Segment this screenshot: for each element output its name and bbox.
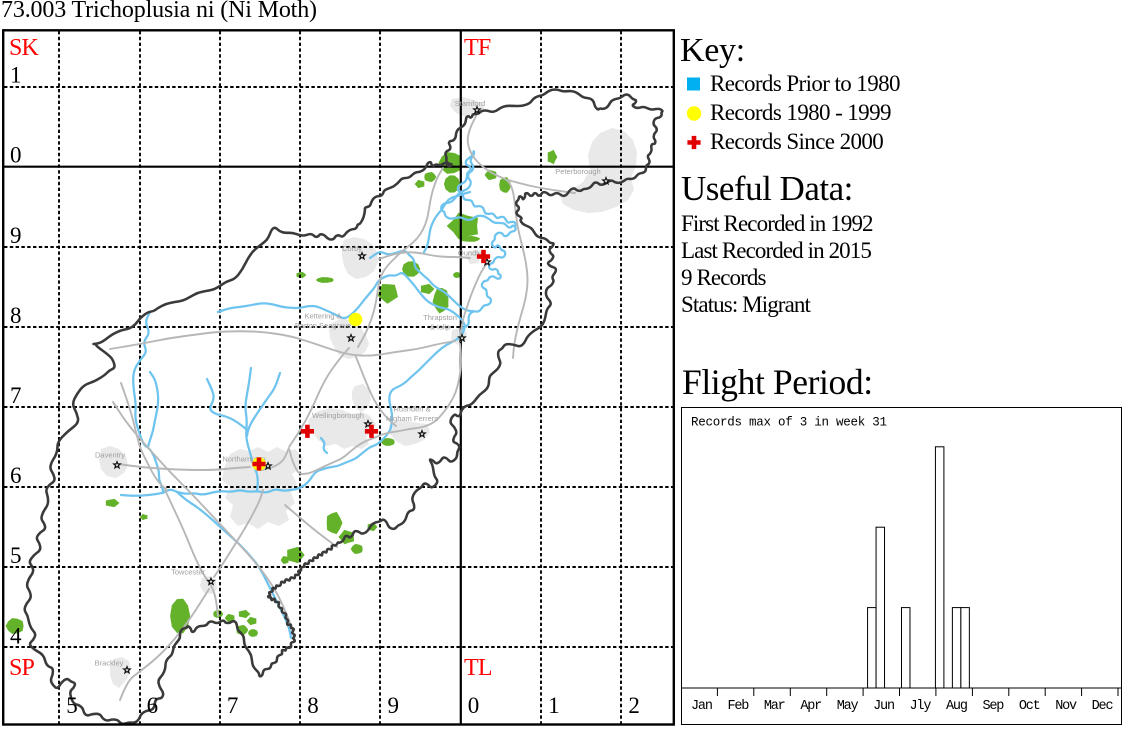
svg-text:Aug: Aug xyxy=(946,699,967,714)
svg-text:Daventry: Daventry xyxy=(95,451,125,460)
svg-text:Apr: Apr xyxy=(800,699,821,714)
svg-text:& Islip: & Islip xyxy=(430,322,450,331)
svg-text:Jly: Jly xyxy=(910,699,932,714)
svg-text:Records max of 3 in week 31: Records max of 3 in week 31 xyxy=(691,416,887,430)
svg-text:SP: SP xyxy=(9,655,35,681)
svg-text:7: 7 xyxy=(227,693,239,718)
svg-text:Higham Ferrers: Higham Ferrers xyxy=(386,414,438,423)
svg-text:Northampton: Northampton xyxy=(222,455,265,464)
svg-text:Jan: Jan xyxy=(691,699,712,714)
svg-text:Jun: Jun xyxy=(873,699,894,714)
svg-text:Mar: Mar xyxy=(764,699,785,714)
svg-text:Brackley: Brackley xyxy=(95,659,124,668)
svg-text:Thrapston: Thrapston xyxy=(423,313,457,322)
svg-text:4: 4 xyxy=(10,623,22,648)
svg-text:5: 5 xyxy=(66,693,78,718)
svg-text:8: 8 xyxy=(10,303,22,328)
svg-text:6: 6 xyxy=(10,463,22,488)
svg-text:Sep: Sep xyxy=(982,699,1004,714)
svg-text:Nov: Nov xyxy=(1055,699,1077,714)
svg-text:6: 6 xyxy=(147,693,159,718)
svg-text:Oct: Oct xyxy=(1019,699,1040,714)
svg-text:1: 1 xyxy=(548,693,560,718)
svg-text:Corby: Corby xyxy=(342,244,362,253)
svg-text:1: 1 xyxy=(10,63,22,88)
svg-text:2: 2 xyxy=(628,693,640,718)
svg-text:TF: TF xyxy=(464,35,491,61)
svg-text:Peterborough: Peterborough xyxy=(555,167,600,176)
svg-text:SK: SK xyxy=(9,35,40,61)
svg-text:9: 9 xyxy=(10,223,22,248)
svg-text:0: 0 xyxy=(10,143,22,168)
svg-text:9: 9 xyxy=(388,693,400,718)
svg-text:Barton Seagrave: Barton Seagrave xyxy=(295,321,351,330)
svg-text:Dec: Dec xyxy=(1092,699,1114,714)
svg-text:May: May xyxy=(837,699,859,714)
svg-text:Stamford: Stamford xyxy=(455,99,485,108)
svg-text:Oundle: Oundle xyxy=(458,249,482,258)
svg-text:5: 5 xyxy=(10,543,22,568)
svg-text:0: 0 xyxy=(468,693,480,718)
svg-text:Wellingborough: Wellingborough xyxy=(312,411,364,420)
svg-text:Kettering &: Kettering & xyxy=(304,311,341,320)
svg-text:Towcester: Towcester xyxy=(171,568,205,577)
svg-text:Feb: Feb xyxy=(727,699,749,714)
svg-text:Rushden &: Rushden & xyxy=(393,404,430,413)
svg-text:7: 7 xyxy=(10,383,22,408)
svg-text:8: 8 xyxy=(307,693,319,718)
svg-text:TL: TL xyxy=(464,655,492,681)
